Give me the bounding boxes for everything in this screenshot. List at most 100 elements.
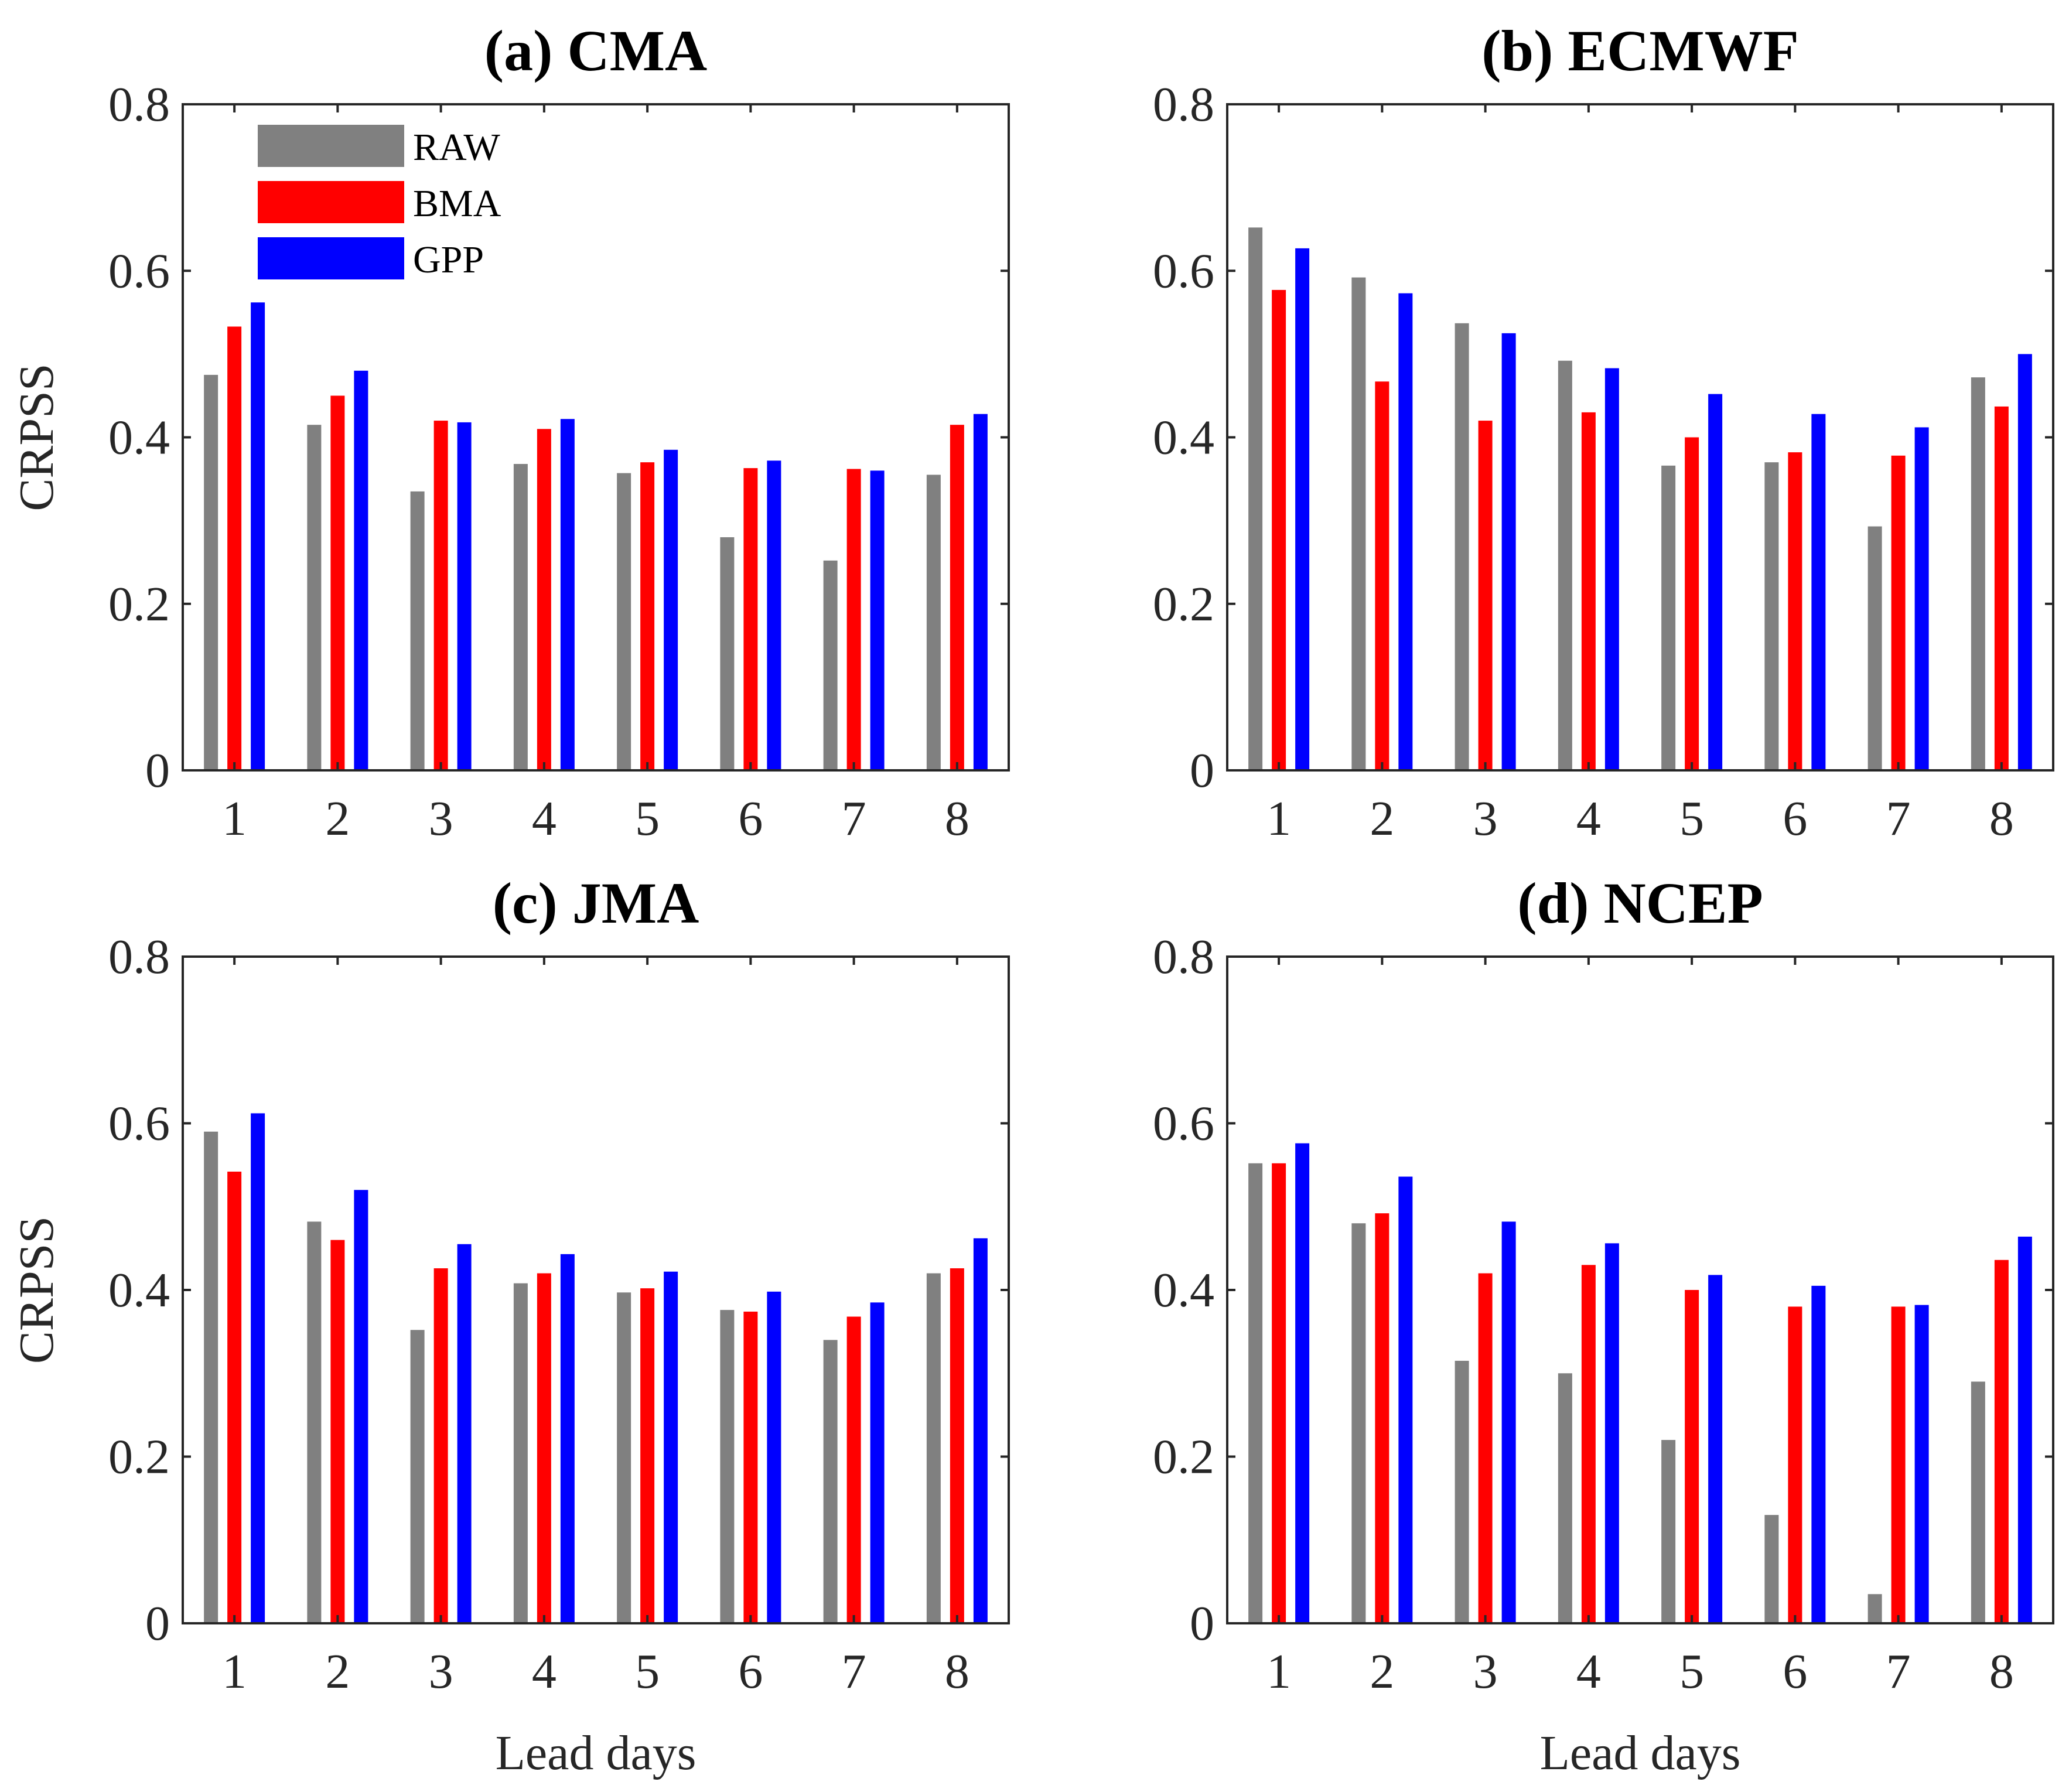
y-tick-label: 0.2 bbox=[108, 577, 170, 632]
bar-gpp bbox=[251, 1113, 265, 1623]
y-axis-label: CRPSS bbox=[9, 363, 64, 511]
bar-gpp bbox=[251, 302, 265, 770]
x-tick-label: 7 bbox=[1886, 791, 1911, 846]
bar-bma bbox=[1994, 1259, 2009, 1623]
y-tick-label: 0 bbox=[1190, 743, 1214, 798]
panel-a: (a) CMA CRPSS 0 0.2 0.4 0.6 0.8 1 2 3 4 5 6 7 8 RAW BM… bbox=[9, 18, 1010, 846]
bar-bma bbox=[1891, 455, 1906, 770]
bar-gpp bbox=[1295, 1143, 1310, 1623]
bar-gpp bbox=[870, 1302, 885, 1623]
legend-swatch-gpp bbox=[258, 237, 404, 279]
bar-bma bbox=[743, 1311, 758, 1623]
bar-gpp bbox=[457, 1244, 472, 1623]
y-tick-label: 0.2 bbox=[108, 1430, 170, 1484]
bar-raw bbox=[204, 1131, 218, 1623]
x-tick-label: 5 bbox=[635, 1644, 660, 1699]
bar-gpp bbox=[1914, 1305, 1929, 1623]
bar-raw bbox=[513, 463, 528, 770]
x-axis-label: Lead days bbox=[496, 1726, 697, 1780]
bar-raw bbox=[1867, 526, 1882, 770]
bar-raw bbox=[926, 475, 941, 770]
y-tick-label: 0.8 bbox=[1153, 77, 1214, 132]
bar-bma bbox=[1685, 1290, 1699, 1623]
bar-gpp bbox=[664, 1271, 678, 1623]
bar-gpp bbox=[354, 370, 368, 770]
panel-c: (c) JMA CRPSS Lead days 0 0.2 0.4 0.6 0.8 1 2 3… bbox=[9, 871, 1010, 1780]
bar-gpp bbox=[1604, 1243, 1619, 1623]
y-tick-label: 0.8 bbox=[108, 930, 170, 984]
bar-bma bbox=[227, 1172, 242, 1623]
bar-bma bbox=[433, 421, 448, 770]
x-tick-label: 2 bbox=[1370, 791, 1394, 846]
bar-bma bbox=[1478, 421, 1493, 770]
y-tick-label: 0.6 bbox=[108, 244, 170, 298]
legend: RAW BMA GPP bbox=[258, 125, 501, 281]
bar-raw bbox=[1455, 1360, 1469, 1623]
x-tick-label: 5 bbox=[1679, 1644, 1704, 1699]
bar-gpp bbox=[1604, 368, 1619, 770]
bar-bma bbox=[227, 326, 242, 770]
bar-raw bbox=[1661, 465, 1676, 770]
bar-bma bbox=[1272, 289, 1286, 771]
y-tick-label: 0.2 bbox=[1153, 577, 1214, 632]
bar-gpp bbox=[767, 1291, 781, 1623]
x-tick-label: 1 bbox=[1266, 791, 1291, 846]
x-tick-label: 3 bbox=[429, 791, 453, 846]
y-axis-label: CRPSS bbox=[9, 1216, 64, 1364]
bar-raw bbox=[1971, 1381, 1985, 1623]
bar-gpp bbox=[973, 414, 988, 770]
bar-raw bbox=[1558, 1373, 1572, 1623]
x-axis-label: Lead days bbox=[1540, 1726, 1741, 1780]
y-tick-label: 0.2 bbox=[1153, 1430, 1214, 1484]
x-tick-label: 4 bbox=[1576, 791, 1601, 846]
bar-raw bbox=[410, 1330, 425, 1623]
bar-gpp bbox=[1708, 394, 1723, 770]
bar-bma bbox=[433, 1268, 448, 1623]
bar-bma bbox=[1788, 1306, 1802, 1623]
panel-title: (b) ECMWF bbox=[1481, 18, 1799, 83]
y-tick-label: 0.4 bbox=[108, 1263, 170, 1317]
x-tick-label: 7 bbox=[842, 791, 866, 846]
x-tick-label: 7 bbox=[1886, 1644, 1911, 1699]
y-tick-label: 0.8 bbox=[1153, 930, 1214, 984]
plot-area: 0 0.2 0.4 0.6 0.8 1 2 3 4 5 6 7 8 bbox=[1153, 930, 2054, 1699]
panel-title: (d) NCEP bbox=[1517, 871, 1763, 936]
plot-area: 0 0.2 0.4 0.6 0.8 1 2 3 4 5 6 7 8 RAW BMA GPP bbox=[108, 77, 1010, 846]
x-tick-label: 2 bbox=[325, 791, 350, 846]
x-tick-label: 7 bbox=[842, 1644, 866, 1699]
bar-bma bbox=[1788, 452, 1802, 770]
x-tick-label: 8 bbox=[1989, 1644, 2014, 1699]
bar-gpp bbox=[354, 1190, 368, 1623]
bar-gpp bbox=[1398, 293, 1413, 770]
x-tick-label: 6 bbox=[738, 791, 763, 846]
bar-raw bbox=[1351, 1223, 1366, 1623]
x-tick-label: 3 bbox=[1473, 791, 1498, 846]
bar-gpp bbox=[457, 422, 472, 770]
legend-label-gpp: GPP bbox=[413, 238, 484, 281]
x-tick-label: 1 bbox=[222, 1644, 247, 1699]
bar-bma bbox=[1891, 1306, 1906, 1623]
bar-gpp bbox=[973, 1238, 988, 1623]
bar-bma bbox=[640, 462, 655, 770]
bar-raw bbox=[307, 425, 322, 770]
y-tick-label: 0.6 bbox=[1153, 1097, 1214, 1151]
panel-b: (b) ECMWF 0 0.2 0.4 0.6 0.8 1 2 3 4 5 6 7 8 bbox=[1153, 18, 2054, 846]
bar-bma bbox=[950, 1268, 964, 1623]
bar-raw bbox=[1248, 227, 1263, 771]
bar-gpp bbox=[1501, 1221, 1516, 1623]
bar-bma bbox=[640, 1288, 655, 1623]
bar-bma bbox=[1685, 437, 1699, 770]
panel-d: (d) NCEP Lead days 0 0.2 0.4 0.6 0.8 1 2 3 4 5 6 7 8 bbox=[1153, 871, 2054, 1780]
bar-raw bbox=[720, 1310, 735, 1623]
x-tick-label: 1 bbox=[1266, 1644, 1291, 1699]
bar-raw bbox=[513, 1283, 528, 1623]
bar-bma bbox=[1272, 1163, 1286, 1623]
x-tick-label: 6 bbox=[1783, 1644, 1807, 1699]
bar-bma bbox=[537, 1273, 551, 1623]
x-tick-label: 6 bbox=[738, 1644, 763, 1699]
x-tick-label: 5 bbox=[635, 791, 660, 846]
x-tick-label: 1 bbox=[222, 791, 247, 846]
x-tick-label: 4 bbox=[532, 791, 556, 846]
bar-gpp bbox=[560, 419, 575, 770]
y-tick-label: 0 bbox=[145, 743, 170, 798]
